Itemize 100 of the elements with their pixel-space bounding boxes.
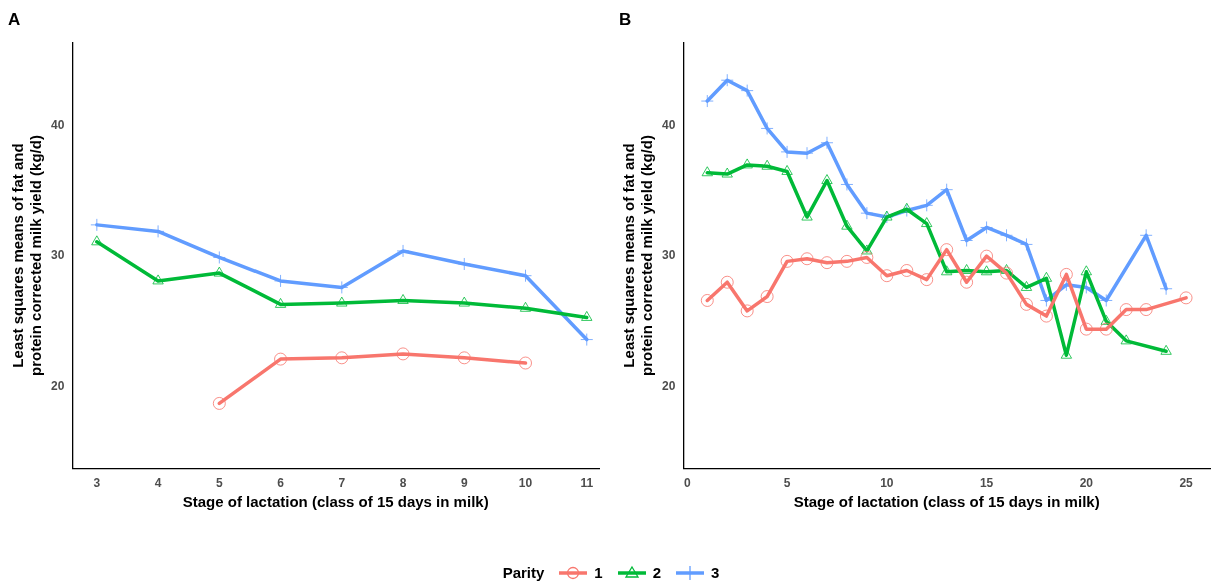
x-tick-label: 5 <box>215 476 223 491</box>
point <box>1139 303 1153 317</box>
point <box>780 254 794 268</box>
point <box>980 249 994 263</box>
point <box>1000 263 1013 274</box>
point <box>1119 303 1133 317</box>
x-axis-title: Stage of lactation (class of 15 days in milk) <box>182 493 489 511</box>
point <box>800 252 814 266</box>
legend-label: 1 <box>594 564 603 581</box>
x-tick-label: 0 <box>683 476 691 491</box>
x-tick-label: 10 <box>880 476 894 491</box>
point <box>1039 309 1053 323</box>
point <box>840 254 854 268</box>
x-tick-label: 6 <box>277 476 285 491</box>
point <box>721 167 733 178</box>
point <box>457 351 471 365</box>
point <box>860 206 874 220</box>
point <box>1020 280 1033 291</box>
point <box>397 293 409 304</box>
point <box>760 290 774 304</box>
legend-title: Parity <box>502 564 545 581</box>
point <box>1100 314 1112 325</box>
point <box>212 396 226 410</box>
point <box>840 177 854 191</box>
x-tick-label: 3 <box>93 476 101 491</box>
x-axis-title: Stage of lactation (class of 15 days in milk) <box>793 493 1100 511</box>
point <box>821 174 833 185</box>
point <box>1160 344 1172 355</box>
y-tick-label: 20 <box>50 378 65 393</box>
point <box>1079 322 1093 336</box>
x-tick-label: 11 <box>580 476 594 491</box>
point <box>519 269 533 283</box>
point <box>519 301 532 312</box>
point <box>761 159 773 170</box>
point <box>700 94 714 108</box>
point <box>760 121 774 135</box>
x-tick-label: 5 <box>783 476 791 491</box>
x-tick-label: 20 <box>1079 476 1094 491</box>
y-tick-label: 30 <box>50 248 65 263</box>
point <box>1080 265 1093 276</box>
y-tick-label: 20 <box>661 378 676 393</box>
point <box>1019 237 1033 251</box>
point <box>1000 266 1014 280</box>
point <box>740 84 754 98</box>
x-tick-label: 9 <box>460 476 468 491</box>
point <box>457 257 471 271</box>
point <box>781 164 793 175</box>
point <box>458 296 470 307</box>
point <box>980 265 993 276</box>
point <box>212 250 226 264</box>
y-tick-label: 30 <box>661 248 676 263</box>
point <box>1159 282 1173 296</box>
x-tick-label: 7 <box>338 476 346 491</box>
point <box>701 166 713 177</box>
point <box>1179 291 1193 305</box>
point <box>920 198 934 212</box>
x-tick-label: 25 <box>1179 476 1194 491</box>
point <box>860 250 874 264</box>
point <box>820 256 834 270</box>
point <box>801 210 813 221</box>
x-tick-label: 10 <box>518 476 533 491</box>
y-tick-label: 40 <box>50 118 65 133</box>
point <box>1099 293 1113 307</box>
point <box>1059 267 1073 281</box>
x-tick-label: 8 <box>399 476 407 491</box>
point <box>1099 322 1113 336</box>
point <box>900 263 914 277</box>
point <box>960 275 974 289</box>
point <box>1120 334 1132 345</box>
x-tick-label: 15 <box>979 476 994 491</box>
point <box>740 304 754 318</box>
point <box>980 220 994 234</box>
point <box>880 269 894 283</box>
point <box>940 265 953 276</box>
y-axis-title: Least squares means of fat and protein corrected milk yield (kg/d) <box>9 135 45 376</box>
x-tick-label: 4 <box>154 476 162 491</box>
point <box>336 296 348 307</box>
point <box>861 244 873 255</box>
point <box>335 351 349 365</box>
point <box>1000 228 1014 242</box>
point <box>700 293 714 307</box>
point <box>720 275 734 289</box>
point <box>91 235 103 246</box>
point <box>720 73 734 87</box>
y-tick-label: 40 <box>661 118 676 133</box>
point <box>519 356 533 370</box>
point <box>396 244 410 258</box>
point <box>921 217 933 228</box>
chart-title: A <box>8 9 21 29</box>
point <box>820 136 834 150</box>
point <box>920 273 934 287</box>
point <box>580 333 594 347</box>
point <box>960 234 974 248</box>
point <box>152 274 164 285</box>
point <box>274 297 287 308</box>
point <box>581 310 593 321</box>
point <box>901 202 913 213</box>
chart-title: B <box>619 9 632 29</box>
point <box>1139 228 1153 242</box>
point <box>274 352 288 366</box>
